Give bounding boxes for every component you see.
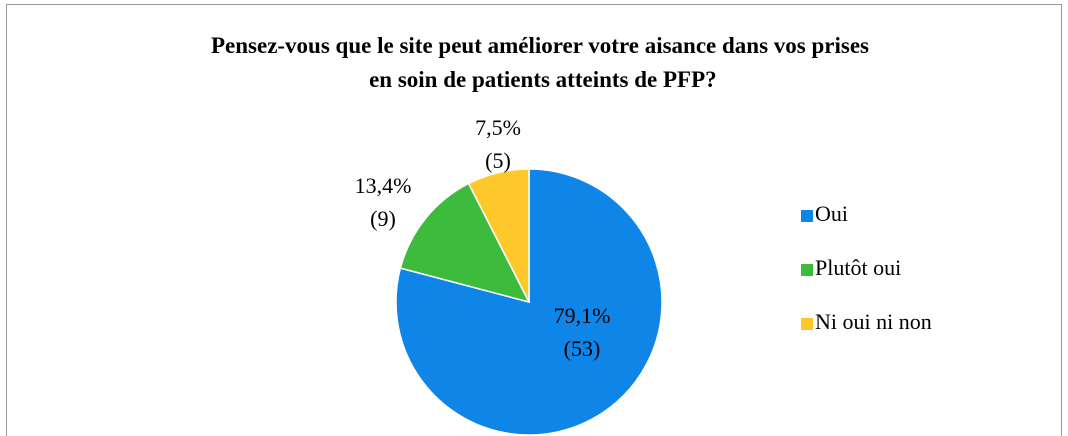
legend-label: Ni oui ni non (815, 309, 932, 334)
legend-label: Oui (815, 201, 848, 226)
count-label: (5) (485, 148, 511, 173)
data-label: 7,5% (475, 115, 521, 140)
legend-swatch (801, 264, 813, 276)
legend-swatch (801, 210, 813, 222)
legend-swatch (801, 318, 813, 330)
count-label: (53) (564, 336, 601, 361)
chart-title: Pensez-vous que le site peut améliorer v… (211, 33, 869, 92)
data-label: 79,1% (554, 303, 611, 328)
count-label: (9) (370, 206, 396, 231)
data-label: 13,4% (355, 173, 412, 198)
legend-label: Plutôt oui (815, 255, 901, 280)
pie-slice (399, 182, 531, 304)
pie-slice (467, 168, 530, 303)
